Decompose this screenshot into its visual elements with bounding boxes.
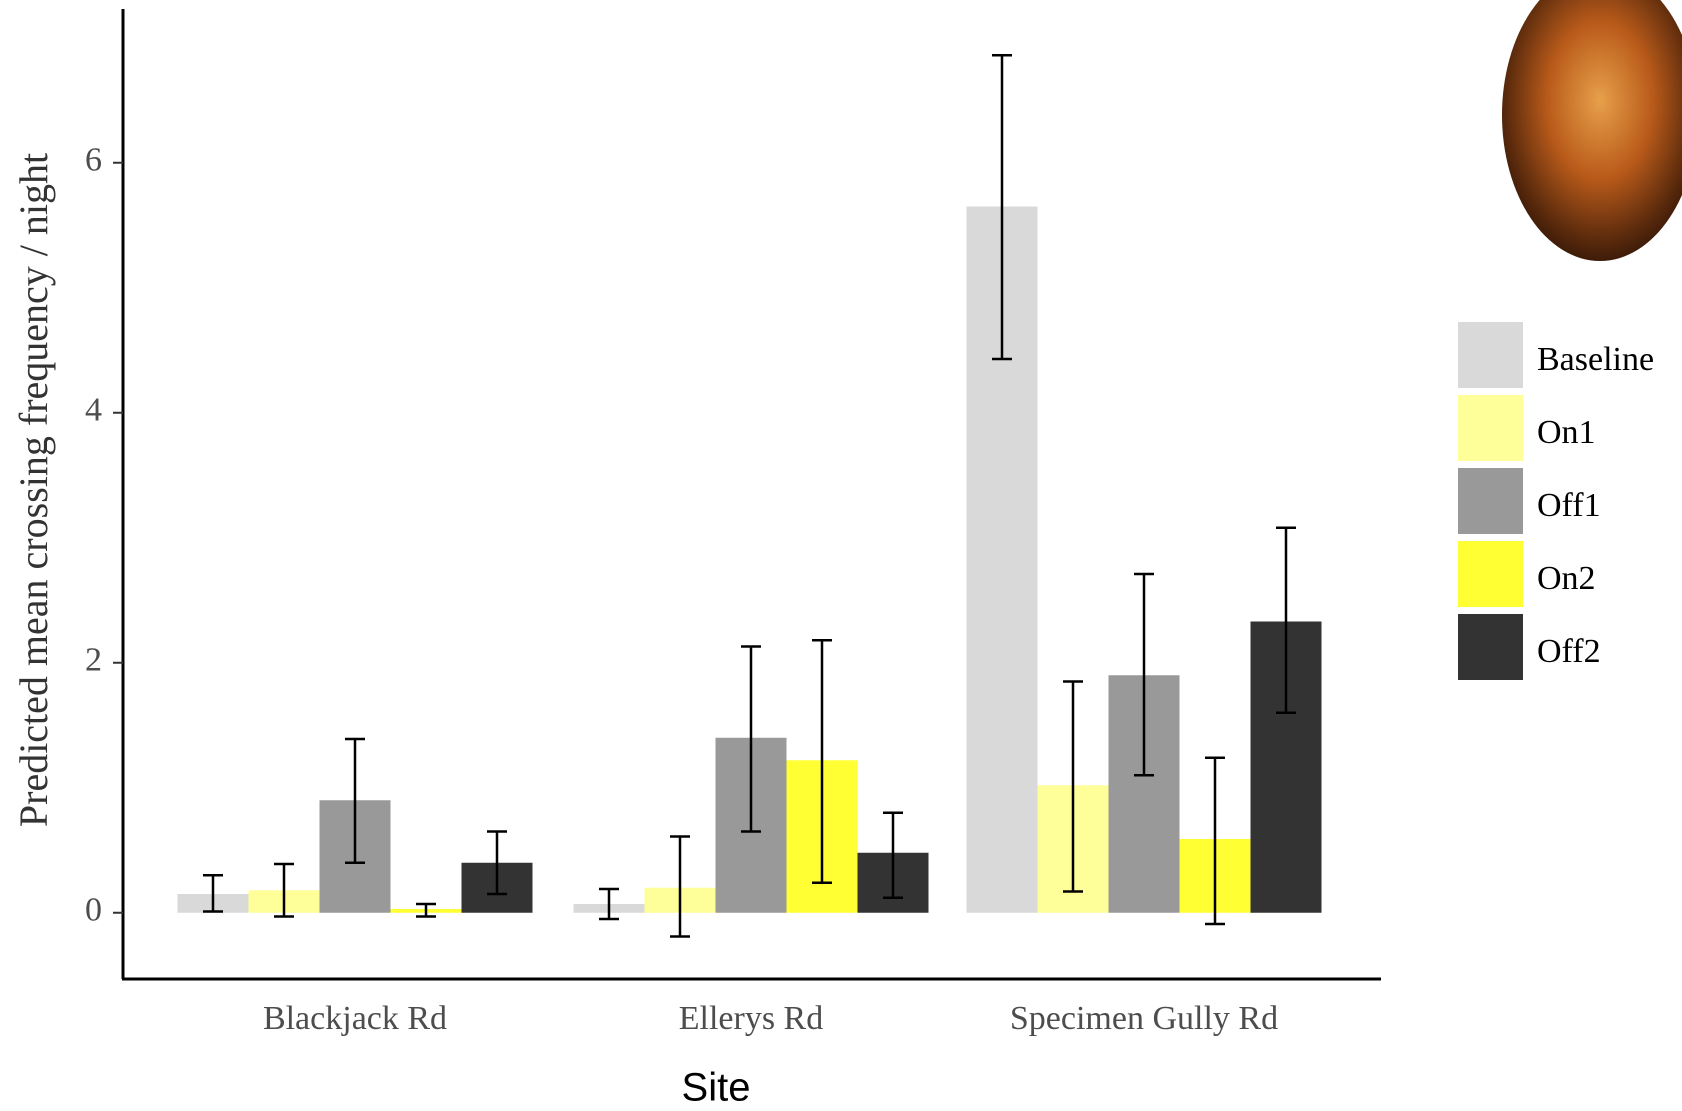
error-bar (1276, 526, 1296, 714)
legend-label: On1 (1537, 414, 1596, 451)
legend-label: Off1 (1537, 487, 1601, 524)
legend-key (1458, 322, 1523, 388)
error-bar (345, 737, 365, 864)
fox-photo (1502, 0, 1682, 261)
y-axis-title: Predicted mean crossing frequency / nigh… (11, 153, 56, 827)
legend-key (1458, 614, 1523, 680)
y-tick-label: 4 (85, 392, 102, 429)
legend-label: Off2 (1537, 633, 1601, 670)
error-bar (487, 830, 507, 896)
x-tick-label: Ellerys Rd (679, 1000, 823, 1037)
error-bar (1205, 756, 1225, 926)
error-bar (1134, 572, 1154, 777)
x-tick-label: Blackjack Rd (263, 1000, 447, 1037)
error-bar (1063, 680, 1083, 893)
x-tick-label: Specimen Gully Rd (1010, 1000, 1278, 1037)
error-bar (670, 835, 690, 938)
legend-key (1458, 395, 1523, 461)
error-bar (203, 874, 223, 913)
y-tick-label: 0 (85, 892, 102, 929)
y-tick-label: 2 (85, 642, 102, 679)
legend-key (1458, 541, 1523, 607)
error-bar (992, 54, 1012, 361)
error-bar (599, 887, 619, 921)
y-tick-label: 6 (85, 142, 102, 179)
legend-key (1458, 468, 1523, 534)
error-bar (741, 645, 761, 833)
legend-label: Baseline (1537, 341, 1654, 378)
error-bar (274, 862, 294, 918)
error-bar (416, 902, 436, 918)
error-bar (883, 811, 903, 899)
error-bar (812, 639, 832, 884)
x-axis-title: Site (682, 1066, 751, 1110)
legend-label: On2 (1537, 560, 1596, 597)
